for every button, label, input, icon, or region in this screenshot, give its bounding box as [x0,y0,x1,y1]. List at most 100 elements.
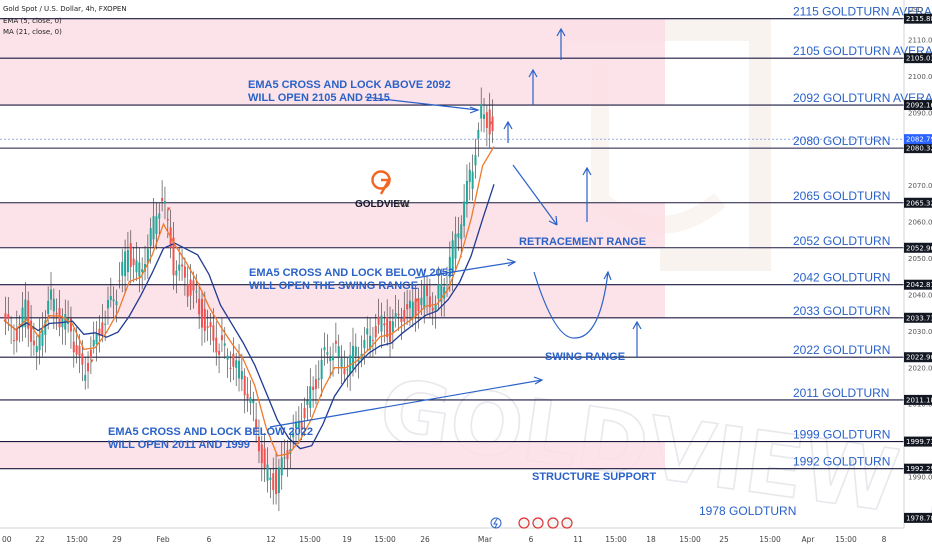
price-tick-3: 2020.00 [908,364,932,372]
price-tick-11: 2100.00 [908,73,932,81]
candle-body [209,321,212,328]
level-price-box-4 [904,197,932,208]
level-price-boxes: 2115.88 2105.03 2092.16 2080.32 2065.32 2052.… [904,13,932,523]
candle-body [52,298,55,312]
us-flag-event-icon[interactable] [518,517,530,529]
level-price-box-2 [904,100,932,111]
candle-body [135,260,138,273]
levels-layer: 2115 GOLDTURN AVERAGE 2105 GOLDTURN AVERA… [0,5,932,518]
candle-body [423,285,426,309]
price-tick-7: 2060.00 [908,219,932,227]
symbol-title[interactable]: Gold Spot / U.S. Dollar, 4h, FXOPEN [3,5,127,13]
candle-body [269,477,272,480]
candle-body [129,243,132,268]
candle-body [69,318,72,332]
candle-body [463,201,466,227]
candle-body [81,353,84,365]
candle-body [417,298,420,311]
candle-body [314,379,317,389]
candle-body [218,350,221,355]
candle-body [198,298,201,315]
candle-body [448,256,451,278]
candle-body [468,169,471,183]
us-flag-event-icon[interactable] [532,517,544,529]
level-label-5: 2052 GOLDTURN [793,234,890,248]
chart-legend[interactable]: Gold Spot / U.S. Dollar, 4h, FXOPEN EMA … [3,5,127,36]
candle-body [235,360,238,368]
candle-body [369,335,372,350]
level-price-text-1: 2105.03 [906,55,932,63]
candle-body [78,345,81,356]
candle-body [112,299,115,302]
candle-body [383,323,386,326]
candle-body [92,339,95,347]
price-tick-10: 2090.00 [908,109,932,117]
ema-indicator-label[interactable]: EMA (5, close, 0) [3,17,62,25]
candle-body [12,340,15,342]
us-flag-event-icon[interactable] [547,517,559,529]
candle-body [7,314,10,320]
price-markers: ▾ ▾ ▾ ▾ [90,120,493,365]
arrow-to-2052 [414,261,516,279]
candle-body [132,258,135,265]
level-label-10: 1999 GOLDTURN [793,428,890,442]
candle-body [87,363,90,372]
candle-body [152,216,155,240]
candle-body [223,343,226,346]
zone-0 [0,18,665,106]
candle-body [104,323,107,325]
level-price-box-8 [904,352,932,363]
level-price-box-10 [904,436,932,447]
candle-body [317,378,320,380]
time-axis-ticks[interactable]: 00 22 15:00 29 Feb 6 12 15:00 19 15:00 26 Mar 6 11 15:… [2,535,887,544]
time-tick-5: 6 [207,535,212,544]
logo-brand-text: GOLDVIEW [355,199,410,210]
candle-body [181,264,184,267]
price-tick-5: 2040.00 [908,291,932,299]
ma-indicator-label[interactable]: MA (21, close, 0) [3,28,62,36]
candle-body [460,224,463,240]
candle-body [420,297,423,305]
candle-body [220,335,223,341]
us-flag-event-icon[interactable] [561,517,573,529]
candle-body [480,104,483,119]
candle-body [434,304,437,311]
event-icons[interactable] [490,517,573,529]
annotation-lock-below-2052: EMA5 CROSS AND LOCK BELOW 2052 WILL OPEN… [249,267,454,292]
candle-body [297,420,300,429]
candle-body [454,233,457,259]
moving-average-lines [3,146,495,457]
level-price-text-2: 2092.16 [906,102,932,110]
candle-body [443,287,446,299]
candle-body [295,421,298,429]
candle-body [471,171,474,189]
time-tick-9: 15:00 [374,535,396,544]
candle-body [386,317,389,338]
candle-body [465,180,468,205]
candle-body [106,299,109,309]
candle-body [50,289,53,300]
candle-body [215,337,218,353]
candle-body [146,248,149,264]
lightning-event-icon[interactable] [490,517,502,529]
candle-body [195,291,198,293]
level-price-text-7: 2033.73 [906,314,932,322]
candle-body [183,266,186,278]
candle-body [155,216,158,234]
candle-body [300,420,303,430]
annotation-lock-below-2022: EMA5 CROSS AND LOCK BELOW 2022 WILL OPEN… [108,426,313,451]
candle-body [238,360,241,379]
level-price-box-1 [904,53,932,64]
candle-body [24,299,27,328]
zone-1 [0,202,665,248]
price-tick-6: 2050.00 [908,255,932,263]
candle-body [491,116,494,132]
candle-body [55,312,58,315]
structure-support-label: STRUCTURE SUPPORT [532,471,656,483]
time-tick-21: 8 [882,535,887,544]
candle-body [357,360,360,363]
time-tick-15: 18 [646,535,656,544]
candle-body [30,320,33,342]
